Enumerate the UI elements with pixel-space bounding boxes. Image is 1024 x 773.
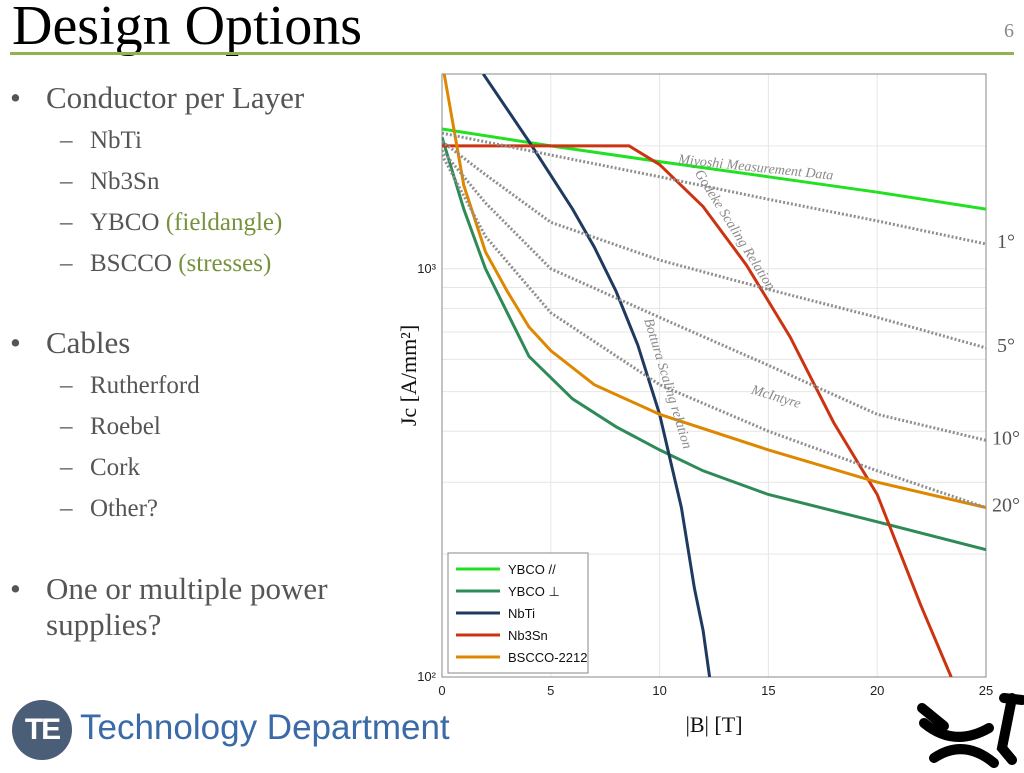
slide-number: 6 [1004, 20, 1014, 42]
y-axis-label: Jc [A/mm²] [396, 325, 421, 426]
y-tick-label: 10² [417, 669, 436, 684]
bullet-label: Conductor per Layer [46, 80, 305, 115]
legend-label: BSCCO-2212 [508, 650, 587, 665]
x-tick-label: 10 [652, 683, 666, 698]
sub-item-note: (fieldangle) [165, 209, 283, 236]
legend-label: YBCO ⊥ [508, 584, 560, 599]
chart-svg: 0 5 10 15 20 25 10³ 10² |B| [T] Jc [A/mm²] 1° 5° 10°… [396, 73, 1020, 737]
sub-item-roebel: Roebel [46, 406, 388, 447]
legend-label: YBCO // [508, 562, 556, 577]
corner-sketch-icon [917, 693, 1024, 768]
sub-item-note: (stresses) [178, 250, 272, 277]
legend-label: Nb3Sn [508, 628, 548, 643]
series-line-nbti [482, 74, 712, 677]
x-tick-label: 15 [761, 683, 775, 698]
angle-label: 1° [997, 231, 1015, 253]
angle-label: 20° [992, 495, 1020, 517]
x-tick-label: 25 [979, 683, 993, 698]
sub-item-label: Rutherford [90, 372, 200, 399]
series-line-bscco-2212 [442, 74, 986, 510]
bullet-list: Conductor per Layer NbTi Nb3Sn YBCO (fie… [8, 80, 388, 643]
sub-item-nbti: NbTi [46, 120, 388, 161]
x-tick-label: 20 [870, 683, 884, 698]
series-line-ybco [442, 127, 986, 211]
series-line-ybco [442, 136, 986, 552]
sub-list: NbTi Nb3Sn YBCO (fieldangle) BSCCO (stre… [46, 120, 388, 284]
bullet-power-supplies: One or multiple power supplies? [8, 571, 346, 643]
sub-item-bscco: BSCCO (stresses) [46, 243, 388, 284]
y-tick-label: 10³ [417, 261, 436, 276]
sub-item-nb3sn: Nb3Sn [46, 161, 388, 202]
slide-title: Design Options [12, 0, 362, 57]
bullet-label: Cables [46, 325, 131, 360]
te-logo: TE [12, 700, 72, 760]
x-tick-label: 0 [438, 683, 445, 698]
sub-item-label: BSCCO [90, 250, 172, 277]
x-tick-label: 5 [547, 683, 554, 698]
jc-vs-field-chart: 0 5 10 15 20 25 10³ 10² |B| [T] Jc [A/mm²] 1° 5° 10°… [380, 60, 1024, 768]
series-line-nb3sn [442, 144, 953, 677]
bullet-conductor-per-layer: Conductor per Layer NbTi Nb3Sn YBCO (fie… [8, 80, 388, 284]
sub-item-label: Other? [90, 495, 159, 522]
title-divider [10, 52, 1014, 55]
sub-item-label: NbTi [90, 127, 142, 154]
angle-label: 5° [997, 335, 1015, 357]
bullet-label: One or multiple power supplies? [46, 571, 328, 642]
series-line-10 [442, 149, 986, 442]
plot-frame [441, 73, 987, 678]
sub-item-rutherford: Rutherford [46, 365, 388, 406]
bullet-cables: Cables Rutherford Roebel Cork Other? [8, 325, 388, 529]
sub-item-label: Cork [90, 454, 140, 481]
sub-item-cork: Cork [46, 447, 388, 488]
sub-item-label: YBCO [90, 209, 160, 236]
legend-label: NbTi [508, 606, 535, 621]
department-name: Technology Department [80, 708, 450, 747]
series-line-20 [442, 154, 986, 510]
angle-label: 10° [992, 427, 1020, 449]
sub-item-ybco: YBCO (fieldangle) [46, 202, 388, 243]
sub-item-label: Roebel [90, 413, 161, 440]
x-axis-label: |B| [T] [685, 712, 742, 737]
curve-annotation: McIntyre [749, 383, 803, 412]
curve-annotation: Godeke Scaling Relation [691, 167, 777, 293]
sub-item-other: Other? [46, 488, 388, 529]
sub-item-label: Nb3Sn [90, 168, 160, 195]
series-line-1 [442, 131, 986, 246]
sub-list: Rutherford Roebel Cork Other? [46, 365, 388, 529]
